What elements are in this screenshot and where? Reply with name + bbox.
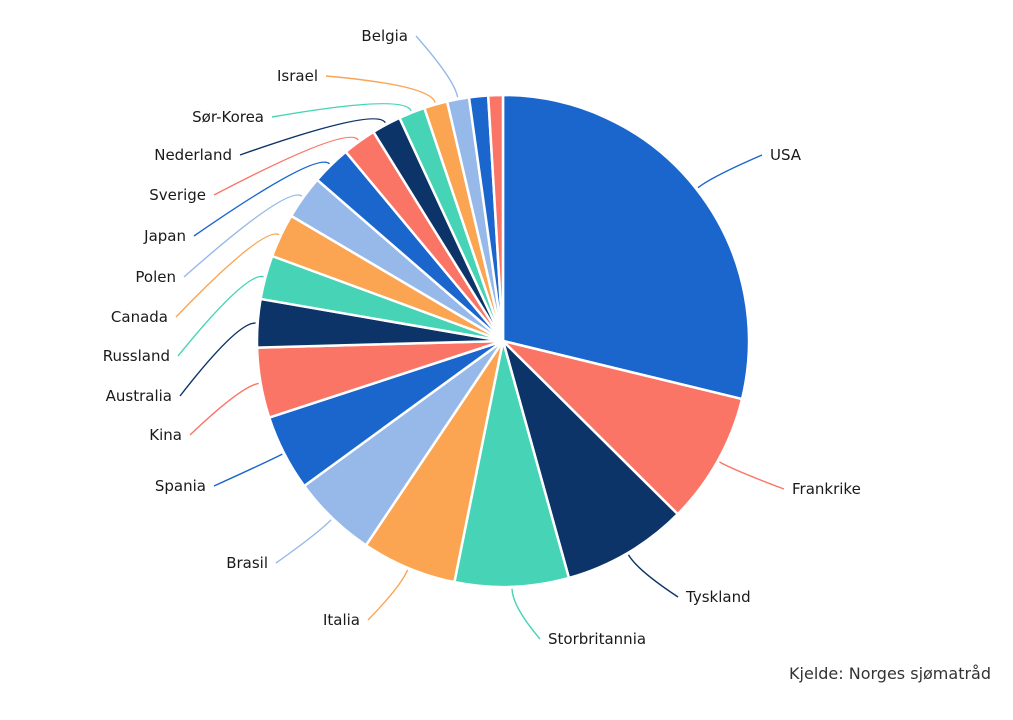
- pie-slice-storbritannia: [453, 339, 571, 589]
- leader-line-kina: [189, 382, 259, 436]
- leader-line-japan: [193, 161, 330, 237]
- pie-slice-tyskland: [501, 339, 679, 580]
- slice-label-spania: Spania: [155, 477, 206, 495]
- slice-label-storbritannia: Storbritannia: [548, 630, 646, 648]
- leader-line-sverige: [213, 136, 359, 196]
- leader-line-australia: [179, 322, 256, 397]
- slice-label-sverige: Sverige: [149, 186, 206, 204]
- slice-label-polen: Polen: [135, 268, 176, 286]
- leader-line-sør-korea: [271, 103, 412, 118]
- leader-line-brasil: [275, 519, 332, 564]
- slice-label-brasil: Brasil: [226, 554, 268, 572]
- pie-slices: [255, 93, 751, 589]
- leader-line-canada: [175, 233, 280, 318]
- leader-line-storbritannia: [511, 588, 541, 640]
- source-note: Kjelde: Norges sjømatråd: [789, 664, 991, 683]
- leader-line-belgia: [415, 35, 459, 98]
- leader-line-russland: [177, 275, 264, 357]
- slice-label-frankrike: Frankrike: [792, 480, 861, 498]
- leader-lines: [175, 35, 785, 640]
- slice-label-japan: Japan: [143, 227, 186, 245]
- slice-label-israel: Israel: [277, 67, 318, 85]
- leader-line-tyskland: [627, 554, 679, 598]
- slice-labels: USA Frankrike Tyskland Storbritannia Italia B…: [103, 27, 861, 648]
- slice-label-belgia: Belgia: [361, 27, 408, 45]
- pie-slice-usa: [501, 93, 751, 401]
- slice-label-tyskland: Tyskland: [685, 588, 751, 606]
- slice-label-italia: Italia: [323, 611, 360, 629]
- leader-line-italia: [367, 569, 409, 621]
- leader-line-nederland: [239, 118, 386, 156]
- leader-line-frankrike: [719, 461, 785, 490]
- slice-label-nederland: Nederland: [154, 146, 232, 164]
- leader-line-spania: [213, 453, 283, 487]
- leader-line-israel: [325, 75, 436, 103]
- leader-line-polen: [183, 194, 303, 278]
- slice-label-kina: Kina: [149, 426, 182, 444]
- slice-label-canada: Canada: [111, 308, 168, 326]
- slice-label-australia: Australia: [106, 387, 172, 405]
- slice-label-russland: Russland: [103, 347, 170, 365]
- pie-slice-unlabeled-19: [486, 93, 505, 343]
- leader-line-usa: [697, 154, 763, 189]
- slice-label-usa: USA: [770, 146, 802, 164]
- slice-label-sør-korea: Sør-Korea: [192, 108, 264, 126]
- pie-slice-frankrike: [501, 339, 744, 516]
